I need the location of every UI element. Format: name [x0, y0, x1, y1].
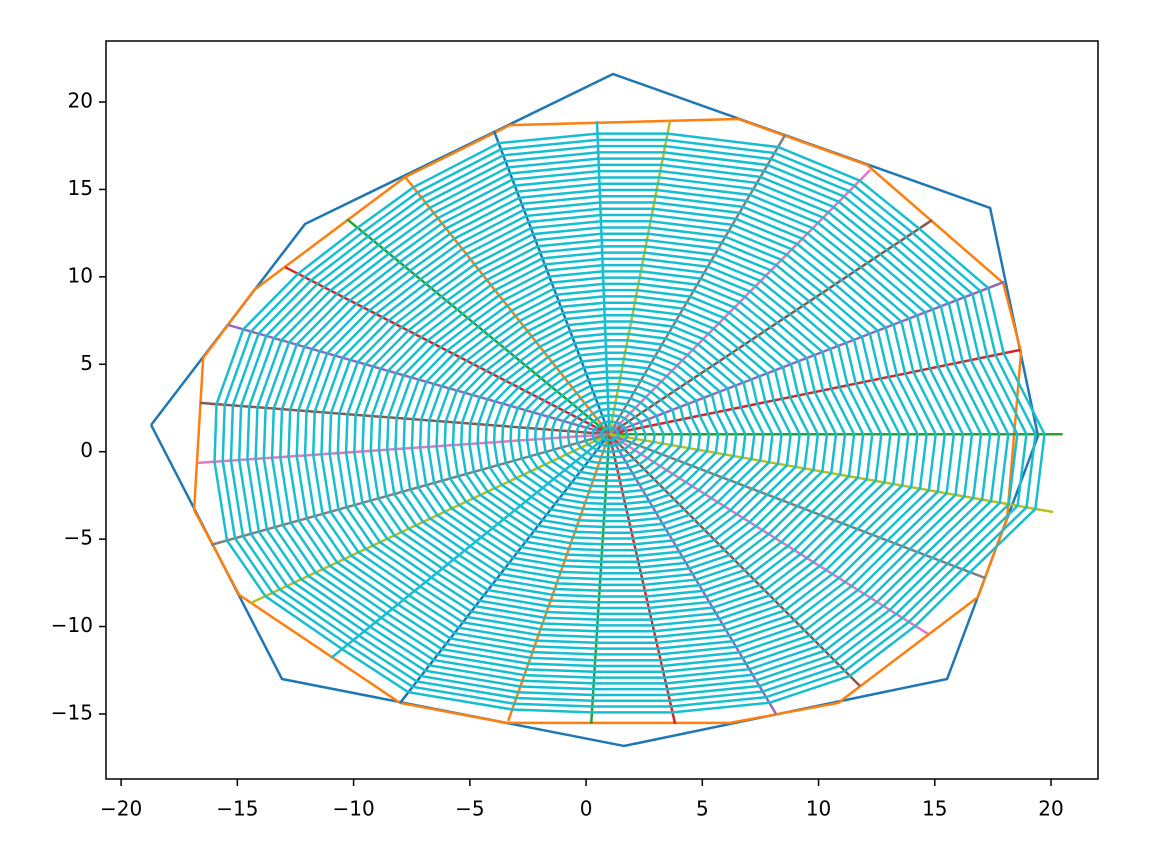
y-tick-label: −5 — [64, 526, 93, 550]
x-tick-label: −15 — [216, 797, 258, 821]
x-tick-label: 5 — [696, 797, 709, 821]
web-ring — [394, 270, 847, 587]
web-ring — [295, 194, 956, 656]
x-tick-label: 15 — [922, 797, 947, 821]
y-tick-label: −10 — [51, 613, 93, 637]
plot-area — [149, 72, 1063, 748]
web-ring — [402, 276, 838, 581]
web-ring — [418, 288, 820, 569]
web-ring — [270, 176, 983, 674]
y-tick-label: 5 — [80, 351, 93, 375]
web-ring — [583, 414, 638, 453]
web-ring — [517, 364, 711, 500]
x-tick-label: −10 — [332, 797, 374, 821]
x-tick-label: 10 — [806, 797, 831, 821]
web-ring — [476, 332, 756, 529]
web-ring — [287, 188, 965, 662]
y-tick-label: 0 — [80, 438, 93, 462]
web-ring — [591, 420, 629, 448]
web-ring — [410, 282, 829, 575]
web-ring — [344, 232, 901, 621]
web-ring — [336, 226, 910, 627]
web-ring — [484, 339, 747, 523]
x-tick-label: 0 — [580, 797, 593, 821]
web-ring — [427, 295, 811, 563]
y-tick-label: 15 — [68, 176, 93, 200]
web-ring — [435, 301, 802, 558]
web-ring — [328, 220, 919, 633]
web-ring — [385, 263, 856, 592]
web-ring — [509, 357, 720, 505]
x-tick-label: 20 — [1038, 797, 1063, 821]
web-ring — [377, 257, 865, 598]
web-ring — [501, 351, 729, 511]
web-ring — [525, 370, 702, 494]
line-series — [192, 117, 1023, 725]
web-ring — [303, 201, 947, 650]
web-ring — [320, 213, 928, 639]
web-ring — [451, 313, 783, 546]
axes-frame — [105, 40, 1099, 780]
web-ring — [550, 389, 675, 477]
web-ring — [221, 138, 1037, 708]
x-tick-label: −20 — [100, 797, 142, 821]
web-ring — [311, 207, 938, 645]
web-ring — [213, 132, 1046, 714]
y-tick-label: 10 — [68, 263, 93, 287]
x-tick-label: −5 — [455, 797, 484, 821]
web-ring — [254, 163, 1001, 685]
web-ring — [575, 407, 647, 459]
web-ring — [262, 169, 992, 679]
web-ring — [492, 345, 738, 517]
web-ring — [443, 307, 792, 552]
web-ring — [361, 245, 883, 610]
web-ring — [279, 182, 974, 668]
web-ring — [353, 238, 892, 616]
web-ring — [599, 426, 620, 442]
web-ring — [558, 395, 666, 471]
web-ring — [229, 144, 1028, 702]
web-ring — [237, 151, 1019, 697]
web-ring — [566, 401, 656, 465]
web-ring — [468, 326, 765, 534]
web-ring — [542, 382, 684, 482]
y-tick-label: 20 — [68, 89, 93, 113]
web-ring — [460, 320, 774, 540]
web-ring — [246, 157, 1010, 691]
y-tick-label: −15 — [51, 700, 93, 724]
web-ring — [369, 251, 874, 604]
web-ring — [534, 376, 693, 488]
